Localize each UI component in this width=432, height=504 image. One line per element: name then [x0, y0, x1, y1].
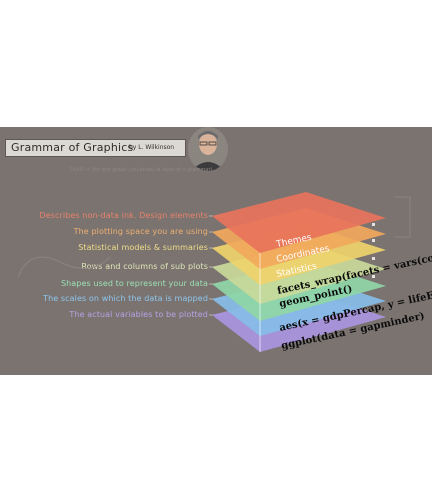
description-themes: Describes non-data ink. Design elements — [39, 211, 208, 220]
description-facets-text: Rows and columns of sub plots — [81, 262, 208, 271]
author-portrait — [188, 127, 228, 171]
description-coordinates-text: The plotting space you are using — [73, 227, 208, 236]
faint-subtitle: Distill → (for any graph you draw) (a la… — [70, 167, 213, 173]
description-aesthetics-text: The scales on which the data is mapped — [43, 294, 208, 303]
slide-title: Grammar of Graphics — [11, 141, 134, 154]
layer-stack-diagram: Themes Coordinates Statistics facets_wra… — [17, 192, 432, 352]
background-scribble — [17, 256, 111, 278]
title-box: Grammar of Graphics by L. Wilkinson — [5, 139, 186, 157]
layer-themes — [212, 192, 386, 253]
description-geometries-text: Shapes used to represent your data — [60, 279, 208, 288]
description-themes-text: Describes non-data ink. Design elements — [39, 211, 208, 220]
edge-markers — [372, 223, 375, 278]
description-coordinates: The plotting space you are using — [74, 227, 208, 236]
edge-marker — [372, 275, 375, 278]
slide: Grammar of Graphics by L. Wilkinson Dist… — [0, 127, 432, 375]
description-geometries: Shapes used to represent your data — [61, 279, 208, 288]
description-facets: Rows and columns of sub plots — [81, 262, 208, 271]
description-data-text: The actual variables to be plotted — [69, 310, 208, 319]
description-statistics-text: Statistical models & summaries — [78, 243, 208, 252]
background-scribble-right — [395, 196, 411, 238]
edge-marker — [372, 223, 375, 226]
description-data: The actual variables to be plotted — [69, 310, 208, 319]
description-aesthetics: The scales on which the data is mapped — [43, 294, 208, 303]
slide-byline: by L. Wilkinson — [129, 144, 175, 151]
description-statistics: Statistical models & summaries — [78, 243, 208, 252]
edge-marker — [372, 239, 375, 242]
edge-marker — [372, 257, 375, 260]
